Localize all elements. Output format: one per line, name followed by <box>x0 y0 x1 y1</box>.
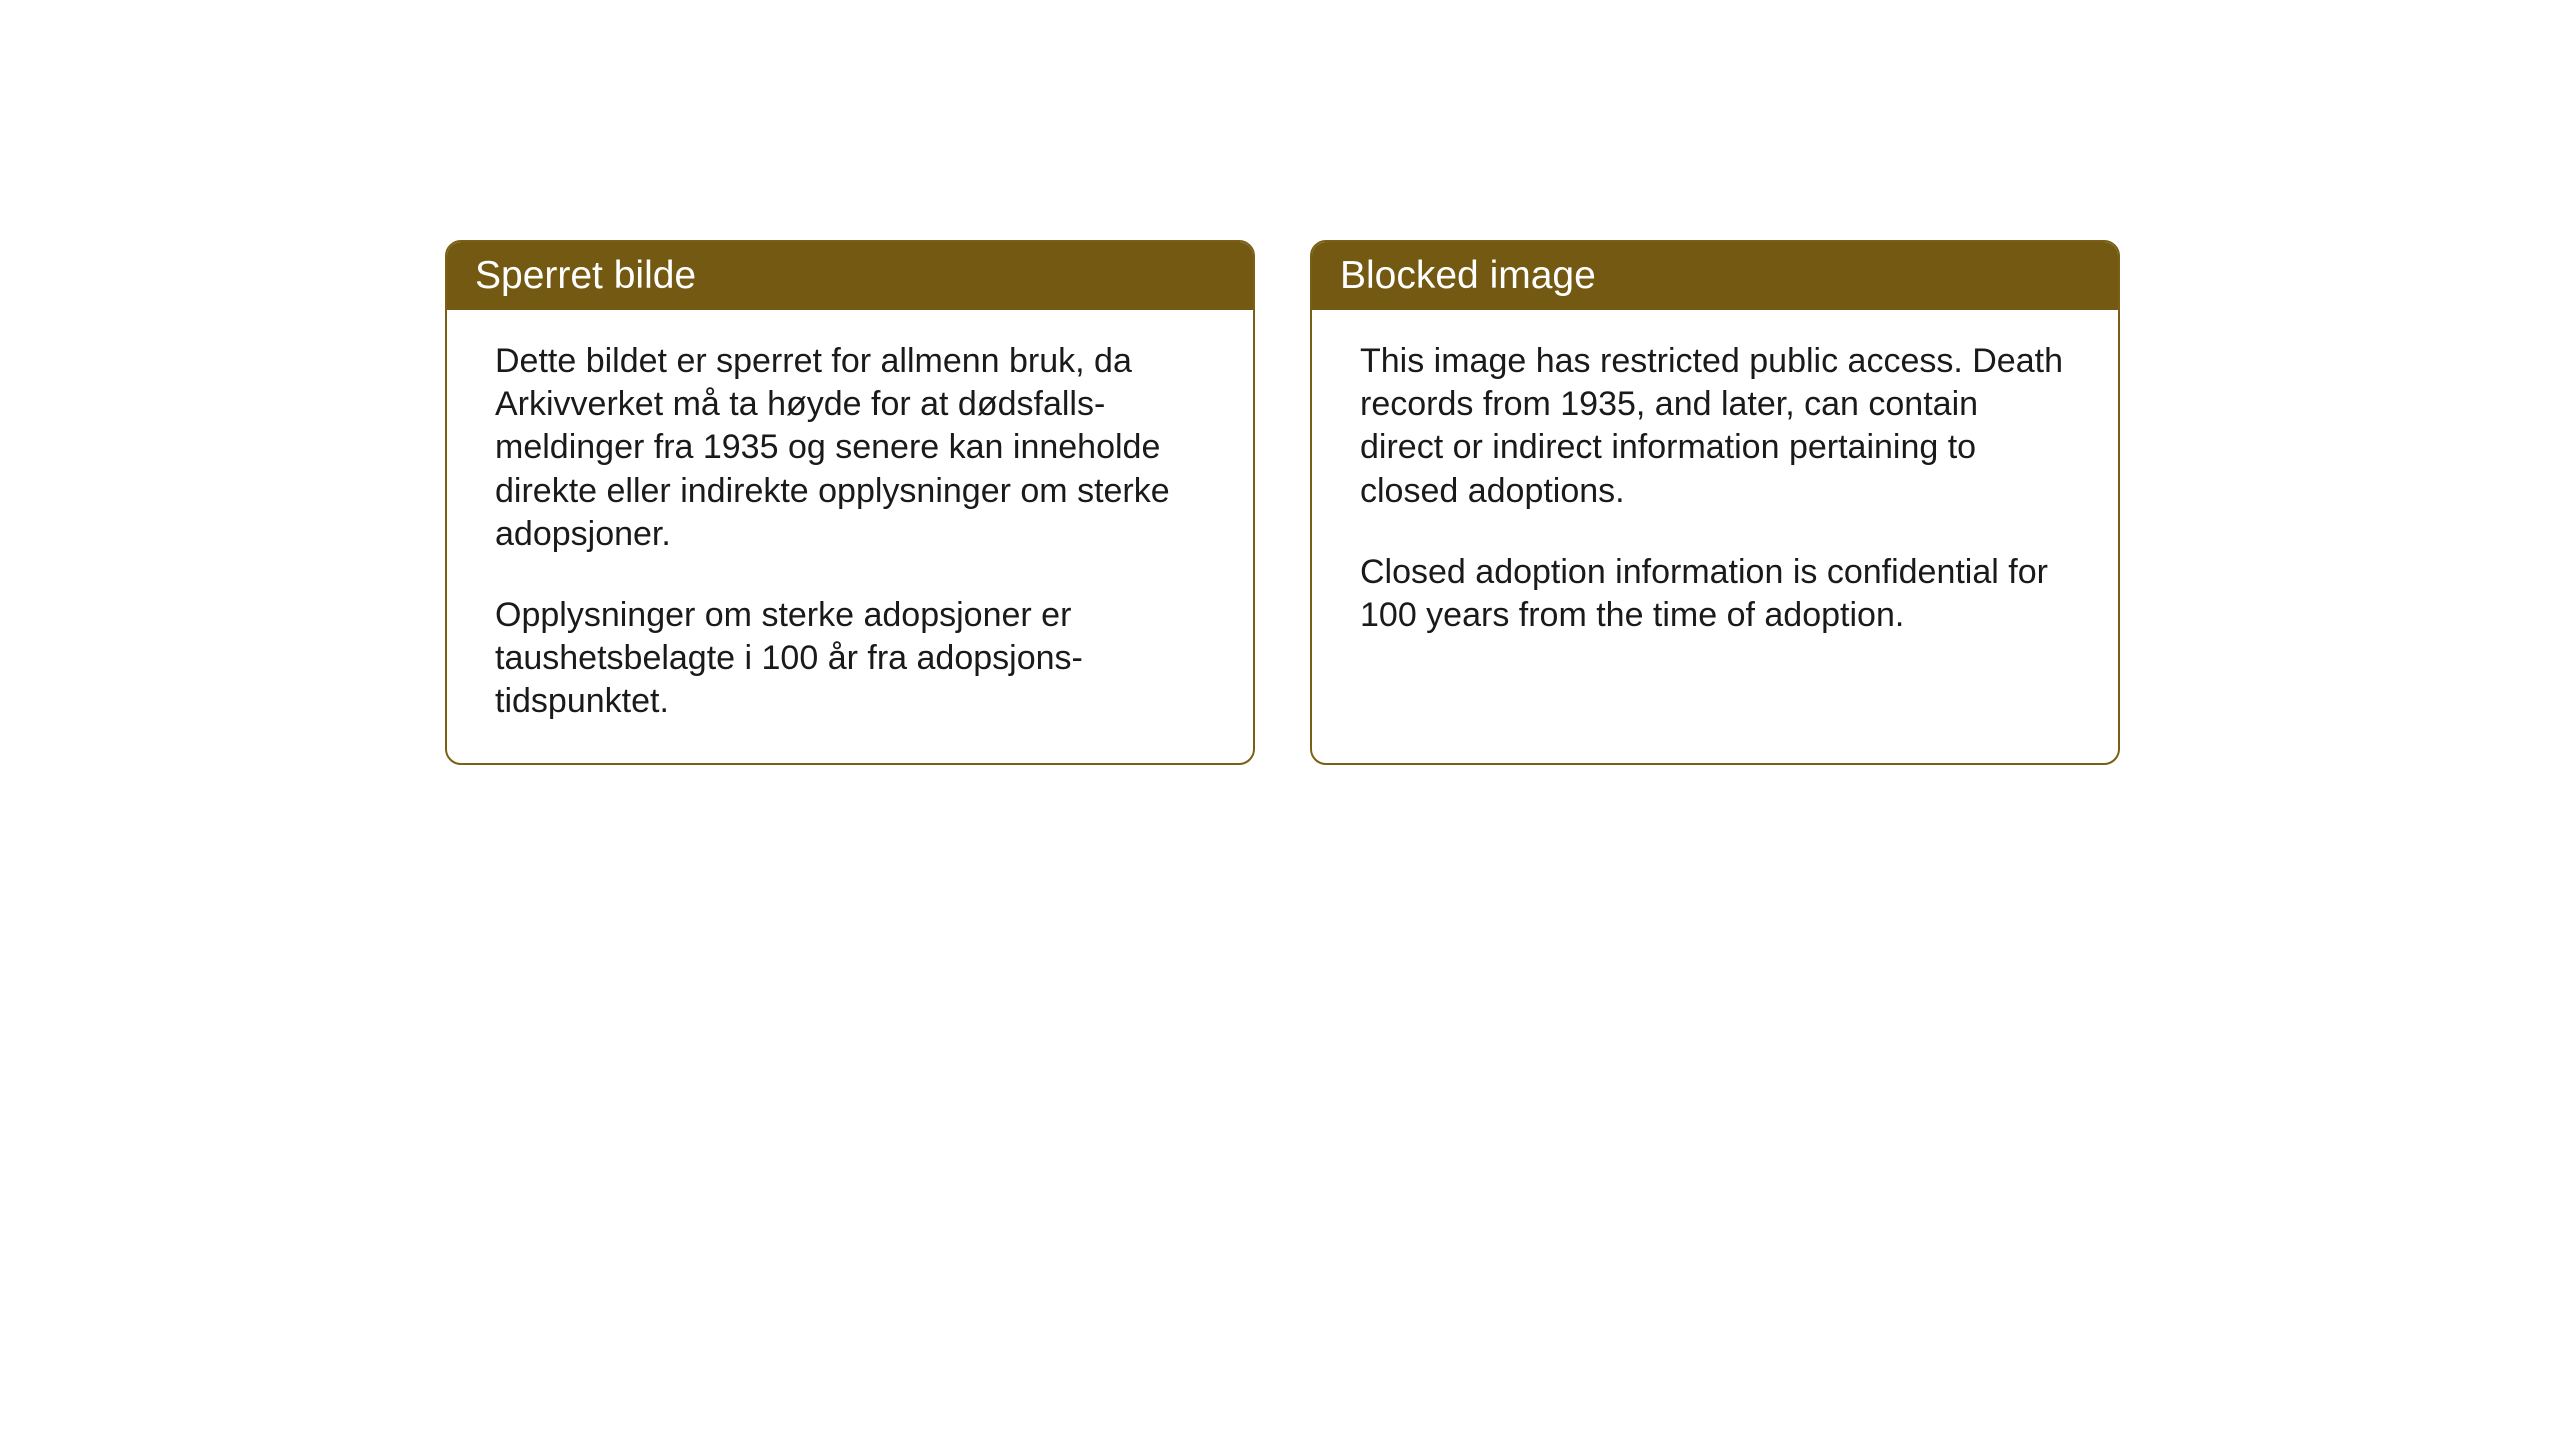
notice-container: Sperret bilde Dette bildet er sperret fo… <box>445 240 2120 765</box>
notice-card-english: Blocked image This image has restricted … <box>1310 240 2120 765</box>
notice-paragraph-1-english: This image has restricted public access.… <box>1360 340 2070 513</box>
notice-card-norwegian: Sperret bilde Dette bildet er sperret fo… <box>445 240 1255 765</box>
notice-paragraph-2-norwegian: Opplysninger om sterke adopsjoner er tau… <box>495 594 1205 724</box>
notice-title-norwegian: Sperret bilde <box>447 242 1253 310</box>
notice-body-norwegian: Dette bildet er sperret for allmenn bruk… <box>447 310 1253 763</box>
notice-paragraph-1-norwegian: Dette bildet er sperret for allmenn bruk… <box>495 340 1205 556</box>
notice-paragraph-2-english: Closed adoption information is confident… <box>1360 551 2070 637</box>
notice-title-english: Blocked image <box>1312 242 2118 310</box>
notice-body-english: This image has restricted public access.… <box>1312 310 2118 677</box>
